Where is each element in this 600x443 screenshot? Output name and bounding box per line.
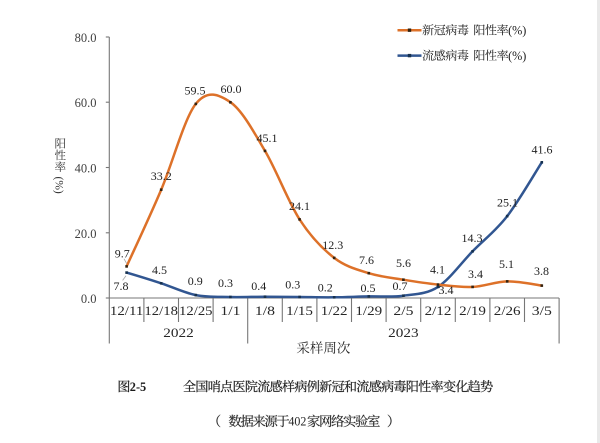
svg-text:2022: 2022 (163, 325, 194, 340)
svg-text:4.1: 4.1 (430, 262, 445, 276)
svg-text:12/11: 12/11 (110, 304, 144, 318)
svg-text:2/5: 2/5 (393, 304, 413, 318)
svg-text:402: 402 (288, 414, 306, 428)
svg-text:45.1: 45.1 (257, 131, 278, 145)
svg-text:3/5: 3/5 (532, 304, 552, 318)
svg-text:0.5: 0.5 (361, 281, 376, 295)
svg-text:7.6: 7.6 (359, 253, 374, 267)
svg-text:0.7: 0.7 (393, 279, 408, 293)
svg-text:60.0: 60.0 (221, 82, 242, 96)
svg-text:3.4: 3.4 (439, 283, 454, 297)
svg-text:1/1: 1/1 (220, 304, 240, 318)
svg-text:3.8: 3.8 (534, 264, 549, 278)
svg-text:2/19: 2/19 (459, 304, 486, 318)
svg-text:20.0: 20.0 (75, 227, 97, 241)
svg-text:5.6: 5.6 (396, 256, 411, 270)
svg-text:9.7: 9.7 (115, 247, 130, 261)
svg-text:5.1: 5.1 (499, 257, 514, 271)
svg-text:(%): (%) (508, 23, 526, 37)
svg-text:(%): (%) (508, 49, 526, 63)
svg-text:12/18: 12/18 (144, 304, 178, 318)
svg-text:1/22: 1/22 (321, 304, 348, 318)
svg-text:0.4: 0.4 (251, 279, 266, 293)
svg-text:2/26: 2/26 (494, 304, 521, 318)
svg-text:1/29: 1/29 (355, 304, 382, 318)
svg-text:60.0: 60.0 (75, 96, 97, 110)
svg-text:0.2: 0.2 (318, 280, 333, 294)
svg-text:2-5: 2-5 (130, 380, 146, 394)
svg-text:24.1: 24.1 (289, 199, 310, 213)
svg-text:2023: 2023 (388, 325, 419, 340)
svg-text:40.0: 40.0 (75, 162, 97, 176)
svg-text:0.3: 0.3 (285, 277, 300, 291)
svg-text:2/12: 2/12 (425, 304, 452, 318)
svg-text:12.3: 12.3 (322, 238, 343, 252)
svg-text:7.8: 7.8 (114, 279, 129, 293)
svg-text:59.5: 59.5 (185, 83, 206, 97)
svg-text:41.6: 41.6 (532, 143, 553, 157)
svg-text:12/25: 12/25 (179, 304, 213, 318)
svg-text:80.0: 80.0 (75, 31, 97, 45)
svg-text:1/8: 1/8 (255, 304, 275, 318)
svg-text:0.9: 0.9 (188, 274, 203, 288)
svg-text:(%): (%) (53, 177, 65, 194)
svg-text:4.5: 4.5 (152, 263, 167, 277)
svg-text:3.4: 3.4 (468, 267, 483, 281)
svg-text:0.0: 0.0 (81, 292, 97, 306)
svg-text:25.1: 25.1 (497, 195, 518, 209)
svg-text:0.3: 0.3 (218, 276, 233, 290)
svg-text:33.2: 33.2 (151, 169, 172, 183)
svg-text:1/15: 1/15 (286, 304, 313, 318)
svg-text:14.3: 14.3 (462, 231, 483, 245)
